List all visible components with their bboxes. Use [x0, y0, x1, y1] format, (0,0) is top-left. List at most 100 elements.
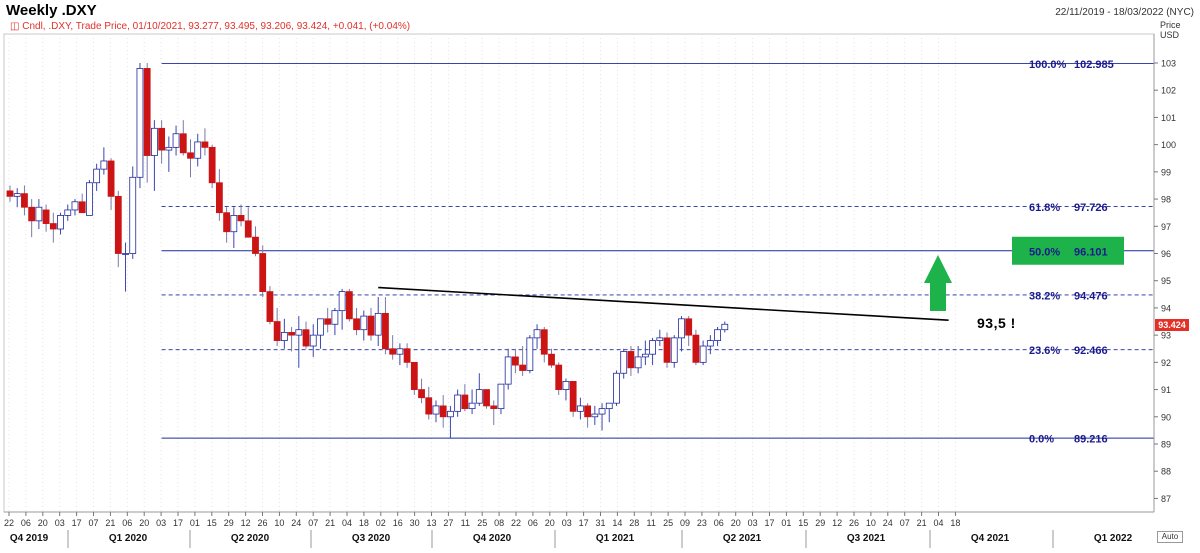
candle-down: [114, 195, 122, 254]
x-tick-label: 07: [308, 518, 318, 528]
candle-up: [533, 329, 541, 339]
candle-up: [374, 312, 382, 336]
chart-title: Weekly .DXY: [6, 2, 97, 19]
candle-up: [93, 168, 101, 184]
candle-down: [158, 127, 166, 151]
candle-up: [150, 127, 158, 156]
candle-down: [201, 141, 209, 148]
candle-up: [165, 146, 173, 151]
y-tick-label: 90: [1161, 412, 1171, 422]
candle-up: [71, 201, 79, 211]
x-tick-label: 15: [798, 518, 808, 528]
quarter-label: Q2 2020: [231, 533, 270, 544]
candle-down: [519, 364, 527, 371]
candle-up: [497, 383, 505, 410]
x-tick-label: 13: [426, 518, 436, 528]
quarter-label: Q1 2022: [1094, 533, 1133, 544]
y-tick-label: 94: [1161, 303, 1171, 313]
candle-down: [382, 312, 389, 350]
x-tick-label: 04: [342, 518, 352, 528]
candle-down: [353, 318, 360, 331]
x-tick-label: 17: [72, 518, 82, 528]
candle-up: [598, 408, 606, 415]
candle-up: [641, 353, 649, 358]
x-tick-label: 23: [697, 518, 707, 528]
x-tick-label: 24: [883, 518, 893, 528]
y-tick-label: 88: [1161, 467, 1171, 477]
x-tick-label: 03: [55, 518, 65, 528]
candle-up: [129, 176, 137, 254]
y-tick-label: 93: [1161, 331, 1171, 341]
candle-up: [295, 329, 303, 336]
x-tick-label: 01: [190, 518, 200, 528]
y-tick-label: 97: [1161, 222, 1171, 232]
candle-down: [252, 236, 259, 254]
x-tick-label: 15: [207, 518, 217, 528]
x-tick-label: 12: [241, 518, 251, 528]
x-tick-label: 31: [595, 518, 605, 528]
candle-down: [208, 146, 216, 184]
candle-up: [86, 182, 93, 216]
candle-down: [692, 334, 700, 363]
candle-up: [100, 160, 108, 170]
auto-scale-button[interactable]: Auto: [1157, 531, 1183, 543]
x-tick-label: 28: [629, 518, 639, 528]
candle-up: [649, 340, 656, 355]
candle-down: [418, 389, 425, 399]
candle-up: [620, 351, 628, 374]
candle-down: [403, 348, 411, 363]
price-label: Price: [1160, 20, 1181, 30]
x-tick-label: 06: [714, 518, 724, 528]
candle-up: [706, 340, 714, 347]
quarter-label: Q3 2021: [847, 533, 886, 544]
x-tick-label: 26: [849, 518, 859, 528]
fib-value-label: 94.476: [1074, 290, 1108, 302]
candle-up: [504, 356, 512, 385]
candle-down: [439, 405, 447, 418]
candle-up: [468, 402, 476, 410]
x-tick-label: 12: [832, 518, 842, 528]
x-tick-label: 21: [105, 518, 115, 528]
candle-down: [483, 389, 490, 407]
x-tick-label: 07: [900, 518, 910, 528]
x-tick-label: 29: [815, 518, 825, 528]
candle-down: [302, 329, 310, 347]
candle-up: [613, 372, 620, 404]
y-tick-label: 102: [1161, 86, 1176, 96]
candle-up: [57, 214, 64, 230]
x-tick-label: 26: [257, 518, 267, 528]
fib-level-label: 61.8%: [1029, 202, 1060, 214]
candle-down: [179, 133, 187, 154]
resistance-trendline: [378, 286, 949, 321]
candle-up: [454, 394, 462, 412]
candle-down: [512, 356, 519, 366]
up-arrow-icon: [924, 255, 952, 311]
candle-down: [627, 351, 635, 369]
x-tick-label: 30: [410, 518, 420, 528]
quarter-label: Q1 2020: [109, 533, 148, 544]
candle-down: [288, 332, 295, 336]
fib-value-label: 92.466: [1074, 345, 1108, 357]
candle-up: [35, 206, 43, 222]
x-tick-label: 03: [748, 518, 758, 528]
y-tick-label: 95: [1161, 276, 1171, 286]
candle-down: [663, 337, 671, 363]
x-tick-label: 18: [359, 518, 369, 528]
quarter-label: Q2 2021: [723, 533, 762, 544]
series-legend[interactable]: ◫ Cndl, .DXY, Trade Price, 01/10/2021, 9…: [10, 21, 410, 32]
candle-up: [360, 315, 368, 331]
fib-value-label: 89.216: [1074, 434, 1108, 446]
candle-down: [78, 201, 86, 214]
candle-down: [244, 220, 252, 238]
candle-up: [136, 68, 144, 178]
y-tick-label: 100: [1161, 140, 1176, 150]
x-tick-label: 08: [494, 518, 504, 528]
candle-up: [526, 337, 534, 371]
legend-text: Cndl, .DXY, Trade Price, 01/10/2021, 93.…: [22, 21, 411, 32]
x-tick-label: 27: [443, 518, 453, 528]
fib-highlight-box: [1012, 236, 1124, 265]
candle-up: [475, 389, 483, 404]
x-tick-label: 20: [731, 518, 741, 528]
